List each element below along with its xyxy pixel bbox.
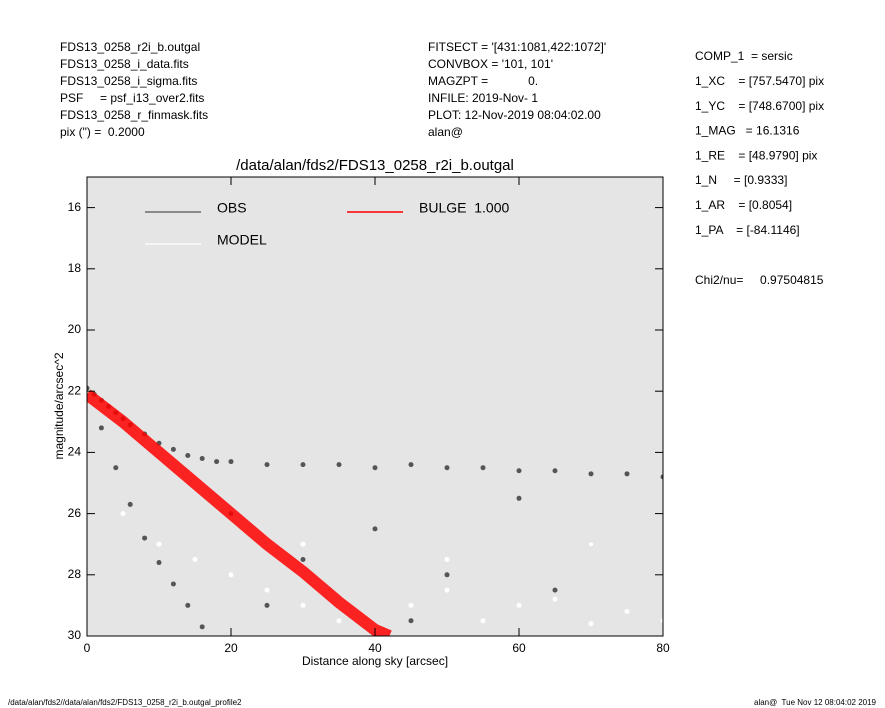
data-point	[156, 541, 162, 547]
data-point	[660, 474, 663, 480]
data-point	[624, 609, 630, 615]
data-point	[480, 465, 486, 471]
header-left-line: FDS13_0258_r_finmask.fits	[60, 108, 208, 122]
y-axis-label: magnitude/arcsec^2	[52, 352, 66, 459]
data-point	[170, 581, 176, 587]
data-point	[444, 587, 450, 593]
legend-label: MODEL	[217, 232, 267, 248]
x-axis-label: Distance along sky [arcsec]	[302, 654, 448, 668]
data-point	[372, 526, 378, 532]
fit-parameter: COMP_1 = sersic	[695, 49, 793, 63]
data-point	[264, 587, 270, 593]
x-tick-label: 40	[368, 641, 382, 655]
data-point	[408, 462, 414, 468]
data-point	[336, 618, 342, 624]
x-tick-label: 20	[224, 641, 238, 655]
data-point	[170, 446, 176, 452]
data-point	[444, 465, 450, 471]
data-point	[300, 602, 306, 608]
header-left-line: FDS13_0258_i_data.fits	[60, 57, 189, 71]
model-line	[87, 389, 392, 636]
plot-data	[87, 385, 663, 636]
chi2: Chi2/nu= 0.97504815	[695, 273, 824, 287]
data-point	[185, 602, 191, 608]
data-point	[300, 462, 306, 468]
fit-parameter: 1_PA = [-84.1146]	[695, 223, 800, 237]
data-point	[300, 557, 306, 562]
data-point	[264, 602, 270, 608]
header-middle-line: CONVBOX = '101, 101'	[428, 57, 553, 71]
data-point	[588, 621, 594, 627]
fit-parameter: 1_AR = [0.8054]	[695, 198, 792, 212]
data-point	[588, 471, 594, 477]
y-tick-label: 26	[68, 506, 82, 520]
data-point	[127, 501, 133, 507]
data-point	[156, 560, 162, 566]
x-tick-label: 80	[656, 641, 670, 655]
data-point	[372, 465, 378, 471]
data-point	[300, 541, 306, 547]
y-tick-label: 16	[68, 200, 82, 214]
legend-label: OBS	[217, 200, 247, 216]
header-left-line: pix (") = 0.2000	[60, 125, 145, 139]
data-point	[552, 596, 558, 602]
x-tick-label: 60	[512, 641, 526, 655]
header-middle-line: alan@	[428, 125, 463, 139]
header-left-line: FDS13_0258_r2i_b.outgal	[60, 40, 200, 54]
fit-parameter: 1_YC = [748.6700] pix	[695, 99, 824, 113]
y-tick-label: 18	[68, 261, 82, 275]
data-point	[444, 557, 450, 562]
data-point	[214, 459, 220, 465]
header-middle-line: INFILE: 2019-Nov- 1	[428, 91, 538, 105]
header-left-line: FDS13_0258_i_sigma.fits	[60, 74, 197, 88]
data-point	[588, 541, 594, 547]
footer-left: /data/alan/fds2//data/alan/fds2/FDS13_02…	[8, 698, 242, 707]
data-point	[408, 618, 414, 624]
header-middle-line: FITSECT = '[431:1081,422:1072]'	[428, 40, 606, 54]
fit-parameter: 1_MAG = 16.1316	[695, 124, 800, 138]
data-point	[87, 385, 90, 391]
data-point	[336, 462, 342, 468]
data-point	[113, 465, 119, 471]
legend-label: BULGE 1.000	[419, 200, 509, 216]
data-point	[444, 572, 450, 578]
header-middle-line: MAGZPT = 0.	[428, 74, 538, 88]
fit-parameter: 1_RE = [48.9790] pix	[695, 148, 817, 162]
data-point	[552, 587, 558, 593]
chart-title: /data/alan/fds2/FDS13_0258_r2i_b.outgal	[236, 157, 514, 174]
data-point	[98, 425, 104, 431]
data-point	[660, 618, 663, 624]
fit-parameter: 1_XC = [757.5470] pix	[695, 74, 824, 88]
data-point	[142, 535, 148, 541]
data-point	[516, 602, 522, 608]
data-point	[516, 468, 522, 474]
data-point	[624, 471, 630, 477]
y-tick-label: 20	[68, 322, 82, 336]
data-point	[408, 602, 414, 608]
data-point	[185, 452, 191, 458]
y-tick-label: 24	[68, 445, 82, 459]
data-point	[192, 557, 198, 562]
data-point	[552, 468, 558, 474]
data-point	[228, 459, 234, 465]
data-point	[199, 456, 205, 462]
data-point	[228, 572, 234, 578]
data-point	[199, 624, 205, 630]
y-tick-label: 30	[68, 628, 82, 642]
plot-background	[87, 177, 663, 636]
x-tick-label: 0	[84, 641, 91, 655]
data-point	[480, 618, 486, 624]
fit-parameter: 1_N = [0.9333]	[695, 173, 787, 187]
header-middle-line: PLOT: 12-Nov-2019 08:04:02.00	[428, 108, 601, 122]
header-left-line: PSF = psf_i13_over2.fits	[60, 91, 204, 105]
y-tick-label: 22	[68, 383, 82, 397]
plot-frame	[86, 176, 664, 637]
data-point	[120, 511, 126, 517]
data-point	[264, 462, 270, 468]
data-point	[516, 495, 522, 501]
y-tick-label: 28	[68, 567, 82, 581]
footer-right: alan@ Tue Nov 12 08:04:02 2019	[754, 698, 877, 707]
